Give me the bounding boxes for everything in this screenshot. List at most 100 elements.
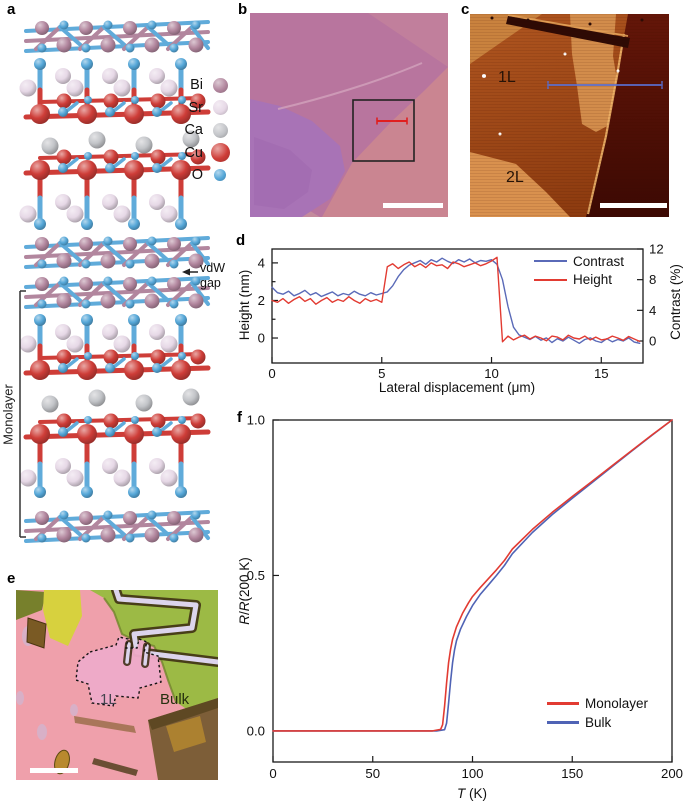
scale-bar [30,768,78,773]
bio-plane [24,236,210,269]
afm-image-c [470,14,669,217]
svg-text:12: 12 [649,242,664,257]
monolayer-line-swatch [547,702,579,705]
f-legend-monolayer: Monolayer [547,694,648,713]
panel-f-label: f [237,409,242,426]
svg-text:150: 150 [561,766,583,781]
d-yaxis-left-label: Height (nm) [237,269,252,341]
thin-sliver-below-flake [74,716,136,733]
vdw-gap-arrow [182,268,198,276]
afm-scanlines-overlay [470,14,669,217]
panel-c-label: c [461,1,470,18]
bottom-sliver [92,758,138,776]
structure-root [19,20,211,543]
optical-b-topright-region [368,13,448,67]
optical-image-b [250,13,448,217]
bio-plane [24,510,210,543]
bulk-line-swatch [547,721,579,724]
cu-atom-icon [210,143,230,163]
svg-text:8: 8 [649,272,656,287]
legend-item-ca: Ca [168,119,230,142]
svg-text:10: 10 [484,366,499,381]
f-yaxis-label: R/R(200 K) [237,531,253,651]
svg-text:0: 0 [649,333,656,348]
svg-text:1.0: 1.0 [247,413,265,428]
d-legend: Contrast Height [534,252,624,289]
bio-plane [24,276,210,309]
f-legend-bulk: Bulk [547,713,648,732]
svg-text:0.5: 0.5 [247,568,265,583]
monolayer-bracket [19,290,26,538]
monolayer-flake [76,637,161,706]
svg-text:0.0: 0.0 [247,723,265,738]
profile-marker [376,117,408,125]
optical-b-thin-region [322,67,448,217]
legend-label-bi: Bi [190,77,203,94]
legend-item-cu: Cu [168,142,230,165]
o-atom-icon [210,169,230,182]
svg-text:4: 4 [258,255,265,270]
olive-corner-flake [16,590,46,620]
svg-text:0: 0 [258,331,265,346]
vdw-gap-annotation: vdW gap [200,261,225,291]
svg-text:0: 0 [269,766,276,781]
perovskite-block-lower [19,149,211,230]
yellow-flake [43,590,82,646]
svg-text:0: 0 [268,366,275,381]
d-legend-contrast: Contrast [534,252,624,271]
sr-atom-icon [210,100,230,116]
vdw-gap-line2: gap [200,276,221,290]
scale-bar [383,203,443,208]
f-xlabel-rest: (K) [465,786,487,801]
legend-label-ca: Ca [184,122,203,139]
gold-blob [54,749,70,775]
vdw-gap-line1: vdW [200,261,225,275]
scale-bar [600,203,667,208]
optical-image-e [16,590,218,780]
panel-d-label: d [236,232,246,249]
f-ylabel-r1: R [237,615,252,625]
bi-atom-icon [210,77,230,93]
legend-item-bi: Bi [168,74,230,97]
zoom-region-box [352,99,415,162]
f-legend: Monolayer Bulk [547,694,648,732]
panel-e-label: e [7,570,16,587]
perovskite-block-lower [19,413,211,498]
panel-b-label: b [238,1,248,18]
perovskite-block [19,58,211,155]
perovskite-block [19,314,211,413]
brown-flake [26,617,47,649]
optical-b-flake-inner [254,137,312,209]
device-1l-label: 1L [100,691,117,708]
d-legend-height: Height [534,271,624,290]
bio-plane [24,20,210,53]
svg-text:200: 200 [661,766,683,781]
legend-label-sr: Sr [188,99,204,116]
crystal-structure [19,20,211,543]
afm-1l-label: 1L [498,69,516,86]
afm-2l-label: 2L [506,169,524,186]
f-xlabel-t: T [457,786,466,801]
optical-b-streak [277,62,423,110]
f-xaxis-label: T (K) [412,786,532,801]
f-ylabel-slash: / [237,611,252,616]
svg-text:4: 4 [649,303,656,318]
legend-label-o: O [191,167,203,184]
height-line-swatch [534,278,567,281]
device-bulk-label: Bulk [160,691,190,708]
svg-text:50: 50 [365,766,380,781]
gold-patch [166,716,206,752]
bulk-region [90,590,218,722]
electrode-tips [123,640,151,668]
d-legend-contrast-label: Contrast [573,253,625,269]
f-legend-bulk-label: Bulk [585,715,612,730]
svg-text:5: 5 [378,366,385,381]
svg-text:100: 100 [461,766,483,781]
atom-legend: Bi Sr Ca Cu O [168,74,230,187]
f-legend-monolayer-label: Monolayer [585,696,649,711]
legend-label-cu: Cu [184,144,203,161]
d-legend-height-label: Height [573,272,613,288]
f-ylabel-rest: (200 K) [237,557,252,602]
legend-item-sr: Sr [168,97,230,120]
